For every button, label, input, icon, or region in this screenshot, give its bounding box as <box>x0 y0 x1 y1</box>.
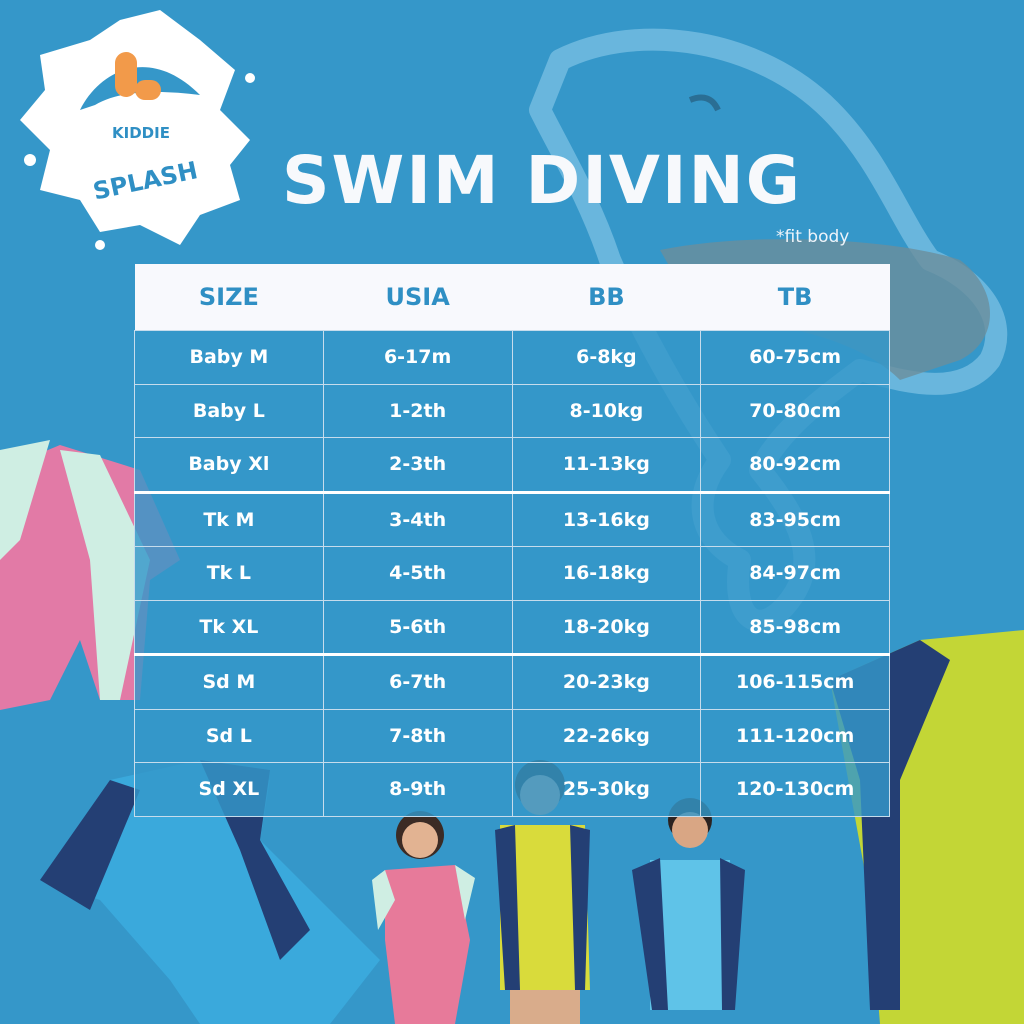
table-row: Tk XL 5-6th 18-20kg 85-98cm <box>134 599 890 655</box>
cell-bb: 16-18kg <box>511 546 702 601</box>
cell-usia: 6-17m <box>322 330 513 385</box>
kiddie-splash-logo: KIDDIE SPLASH <box>20 10 255 250</box>
header-bb: BB <box>512 264 701 331</box>
cell-size: Tk XL <box>134 599 324 655</box>
cell-bb: 8-10kg <box>511 383 702 438</box>
cell-bb: 18-20kg <box>511 599 702 655</box>
cell-tb: 111-120cm <box>700 708 890 763</box>
cell-tb: 60-75cm <box>700 330 890 385</box>
header-usia: USIA <box>323 264 512 331</box>
cell-size: Sd L <box>134 708 324 763</box>
cell-size: Baby Xl <box>134 437 324 493</box>
cell-bb: 20-23kg <box>511 653 702 710</box>
table-row: Sd L 7-8th 22-26kg 111-120cm <box>134 708 890 763</box>
cell-usia: 1-2th <box>322 383 513 438</box>
cell-bb: 11-13kg <box>511 437 702 493</box>
cell-tb: 106-115cm <box>700 653 890 710</box>
size-chart-table: SIZE USIA BB TB Baby M 6-17m 6-8kg 60-75cm B… <box>134 264 890 817</box>
header-tb: TB <box>700 264 890 331</box>
cell-size: Tk L <box>134 546 324 601</box>
cell-size: Baby L <box>134 383 324 438</box>
table-row: Tk L 4-5th 16-18kg 84-97cm <box>134 546 890 601</box>
cell-tb: 83-95cm <box>700 490 890 547</box>
table-row: Tk M 3-4th 13-16kg 83-95cm <box>134 490 890 547</box>
cell-tb: 85-98cm <box>700 599 890 655</box>
cell-tb: 70-80cm <box>700 383 890 438</box>
dolphin-eye-icon <box>688 94 721 112</box>
cell-usia: 3-4th <box>322 490 513 547</box>
cell-size: Sd M <box>134 653 324 710</box>
table-row: Sd M 6-7th 20-23kg 106-115cm <box>134 653 890 710</box>
cell-usia: 5-6th <box>322 599 513 655</box>
cell-bb: 13-16kg <box>511 490 702 547</box>
cell-bb: 22-26kg <box>511 708 702 763</box>
page-title: SWIM DIVING <box>282 142 802 219</box>
fit-note: *fit body <box>776 227 850 247</box>
child-blue-image <box>632 798 745 1010</box>
cell-bb: 6-8kg <box>511 330 702 385</box>
table-header-row: SIZE USIA BB TB <box>134 264 890 331</box>
child-pink-image <box>372 811 475 1024</box>
cell-tb: 84-97cm <box>700 546 890 601</box>
cell-usia: 4-5th <box>322 546 513 601</box>
table-row: Baby Xl 2-3th 11-13kg 80-92cm <box>134 437 890 493</box>
cell-usia: 7-8th <box>322 708 513 763</box>
cell-usia: 6-7th <box>322 653 513 710</box>
cell-bb: 25-30kg <box>511 762 702 817</box>
cell-tb: 80-92cm <box>700 437 890 493</box>
cell-size: Baby M <box>134 330 324 385</box>
header-size: SIZE <box>134 264 324 331</box>
cell-tb: 120-130cm <box>700 762 890 817</box>
table-row: Baby M 6-17m 6-8kg 60-75cm <box>134 330 890 385</box>
cell-size: Sd XL <box>134 762 324 817</box>
cell-usia: 2-3th <box>322 437 513 493</box>
table-row: Sd XL 8-9th 25-30kg 120-130cm <box>134 762 890 817</box>
cell-size: Tk M <box>134 490 324 547</box>
logo-text-kiddie: KIDDIE <box>112 124 170 142</box>
cell-usia: 8-9th <box>322 762 513 817</box>
table-row: Baby L 1-2th 8-10kg 70-80cm <box>134 383 890 438</box>
